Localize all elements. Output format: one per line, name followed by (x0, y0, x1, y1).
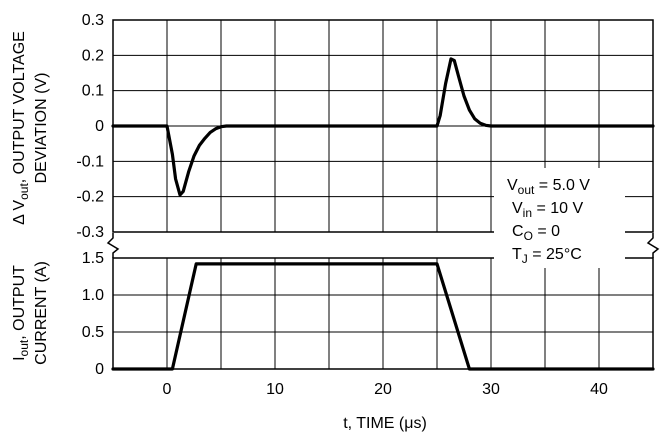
voltage-y-tick-label: 0.2 (82, 47, 104, 64)
x-axis-title: t, TIME (μs) (343, 415, 427, 432)
axis-break-gap (105, 233, 121, 257)
x-tick-label: 40 (590, 381, 608, 398)
current-y-tick-label: 0 (95, 361, 104, 378)
x-tick-label: 10 (266, 381, 284, 398)
annotation-vout: Vout = 5.0 V (507, 177, 590, 197)
current-y-tick-label: 1.0 (82, 287, 104, 304)
voltage-y-tick-label: 0.3 (82, 12, 104, 29)
curves (111, 57, 655, 371)
voltage-y-tick-label: 0 (95, 118, 104, 135)
annotation-tj: TJ = 25°C (512, 246, 582, 266)
x-tick-label: 0 (163, 381, 172, 398)
current-axis-title-line2: CURRENT (A) (33, 261, 50, 365)
current-axis-title: Iout, OUTPUT (11, 265, 31, 361)
voltage-series-line (111, 57, 655, 197)
voltage-y-tick-label: 0.1 (82, 83, 104, 100)
axis-break-mark (106, 233, 120, 258)
current-panel-frame (112, 257, 654, 370)
current-y-tick-label: 0.5 (82, 324, 104, 341)
annotation-co: CO = 0 (512, 223, 560, 243)
axis-break-mark (646, 233, 660, 258)
axis-breaks (105, 233, 661, 258)
tick-labels: 0.3 0.2 0.1 0 -0.1 -0.2 -0.3 1.5 1.0 0.5 0 0 10 20 30 4… (76, 12, 608, 398)
voltage-axis-title: Δ Vout, OUTPUT VOLTAGE (11, 31, 31, 225)
voltage-axis-title-line2: DEVIATION (V) (33, 73, 50, 184)
voltage-y-tick-label: -0.2 (76, 189, 104, 206)
voltage-y-tick-label: -0.1 (76, 153, 104, 170)
x-tick-label: 30 (482, 381, 500, 398)
annotation-vin: Vin = 10 V (512, 200, 583, 220)
x-tick-label: 20 (374, 381, 392, 398)
axis-break-gap (645, 233, 661, 257)
current-y-tick-label: 1.5 (82, 250, 104, 267)
current-series-line (111, 262, 655, 371)
voltage-y-tick-label: -0.3 (76, 224, 104, 241)
annotation-box (494, 168, 625, 268)
